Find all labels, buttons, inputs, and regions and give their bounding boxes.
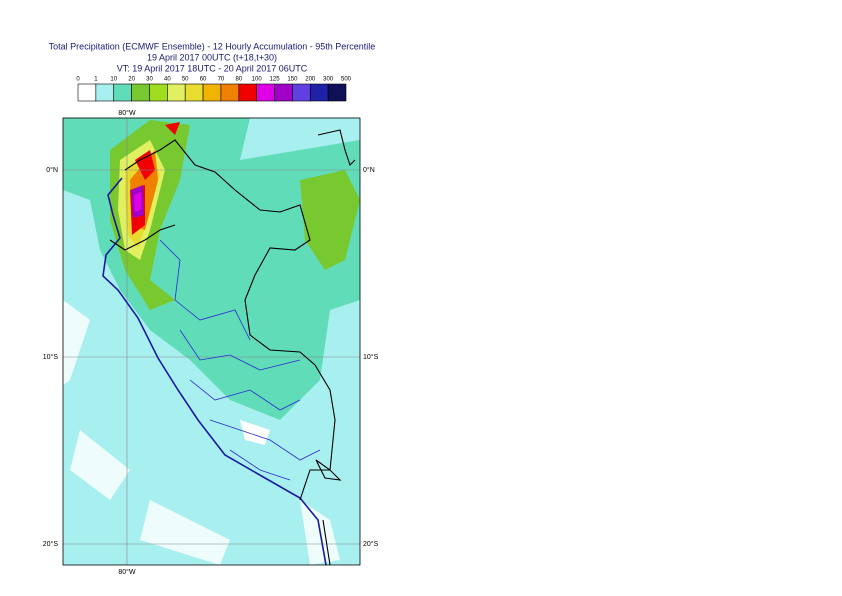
- map: [63, 118, 360, 565]
- legend-label: 40: [164, 77, 171, 83]
- legend-label: 200: [305, 77, 316, 83]
- legend-label: 70: [218, 77, 225, 83]
- legend: 0 1 10 20 30 40 50 60 70 80 100 125 150 200 300 500: [76, 77, 352, 102]
- legend-label: 60: [200, 77, 207, 83]
- legend-label: 30: [146, 77, 153, 83]
- legend-swatch: [95, 83, 115, 102]
- title-line: 19 April 2017 00UTC (t+18,t+30): [147, 52, 277, 62]
- legend-swatch: [327, 83, 347, 102]
- legend-swatch: [292, 83, 311, 102]
- title-line: Total Precipitation (ECMWF Ensemble) - 1…: [49, 41, 376, 51]
- lat-label: 10°S: [43, 353, 59, 361]
- lat-label: 20°S: [363, 540, 379, 548]
- legend-swatch: [309, 83, 329, 102]
- legend-label: 50: [182, 77, 189, 83]
- legend-label: 100: [252, 77, 263, 83]
- legend-label: 0: [76, 77, 80, 83]
- legend-swatch: [113, 83, 132, 102]
- lat-label: 20°S: [43, 540, 59, 548]
- legend-label: 80: [235, 77, 242, 83]
- legend-label: 150: [287, 77, 298, 83]
- legend-swatch: [274, 83, 293, 102]
- legend-swatch: [77, 83, 97, 102]
- legend-swatch: [131, 83, 150, 102]
- legend-label: 20: [128, 77, 135, 83]
- lon-label: 80°W: [118, 109, 136, 117]
- legend-swatch: [184, 83, 204, 102]
- lat-label: 0°N: [46, 166, 58, 174]
- legend-label: 125: [270, 77, 281, 83]
- lat-label: 0°N: [363, 166, 375, 174]
- legend-label: 1: [94, 77, 98, 83]
- map-frame: [62, 117, 361, 566]
- legend-label: 500: [341, 77, 352, 83]
- legend-swatch: [220, 83, 240, 102]
- title-line: VT: 19 April 2017 18UTC - 20 April 2017 …: [117, 63, 308, 73]
- legend-swatch: [238, 83, 257, 102]
- legend-swatch: [256, 83, 275, 102]
- lat-label: 10°S: [363, 353, 379, 361]
- legend-label: 300: [323, 77, 334, 83]
- legend-label: 10: [110, 77, 117, 83]
- legend-swatch: [167, 83, 186, 102]
- legend-swatch: [149, 83, 168, 102]
- lon-label: 80°W: [118, 568, 136, 576]
- legend-swatch: [202, 83, 222, 102]
